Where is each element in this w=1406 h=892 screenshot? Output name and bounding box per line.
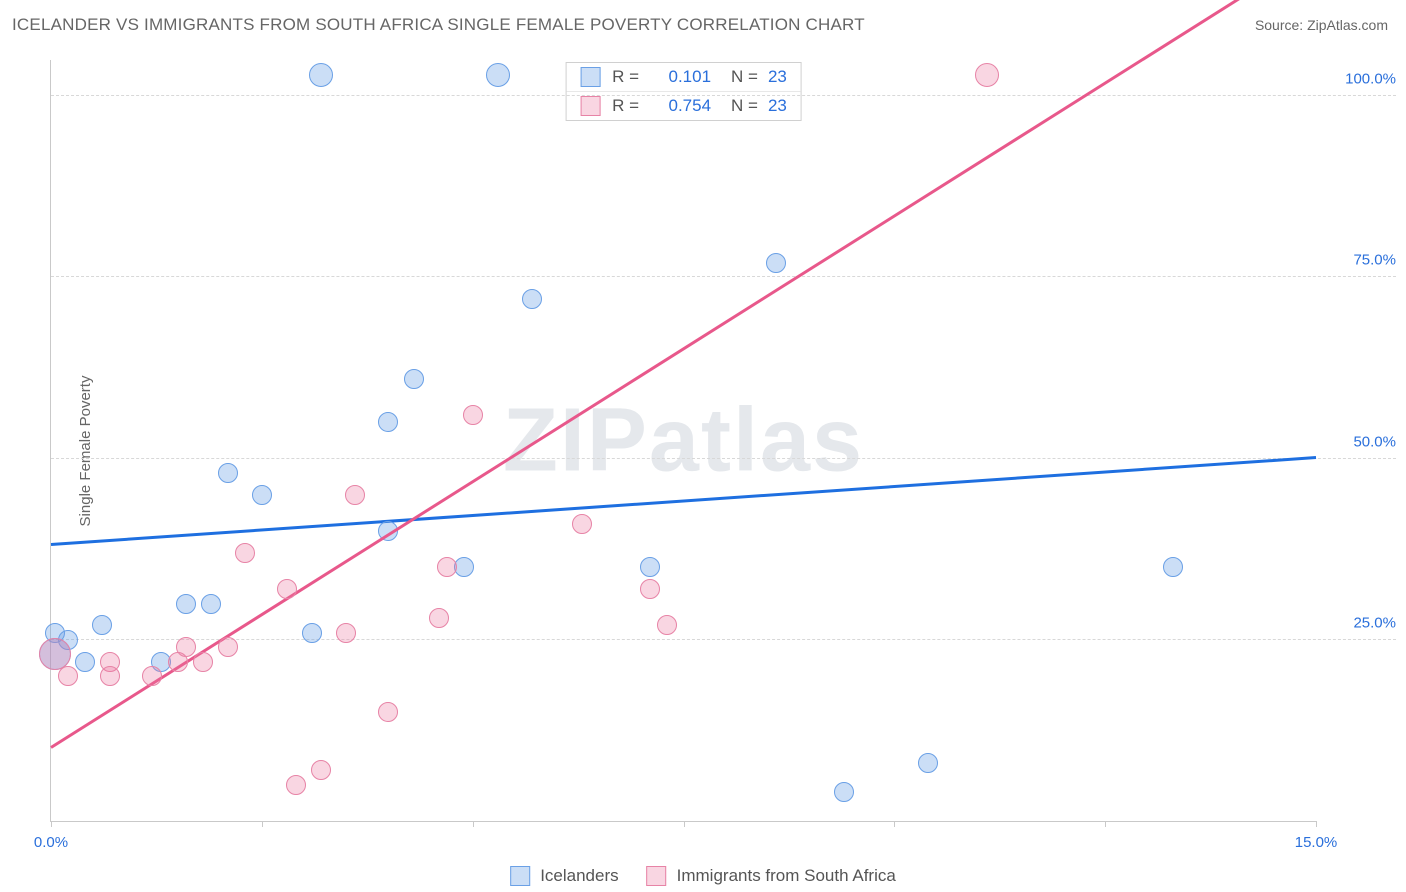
data-point — [918, 753, 938, 773]
legend-item: Icelanders — [510, 866, 618, 886]
legend-swatch — [647, 866, 667, 886]
correlation-legend: R = 0.101 N = 23 R = 0.754 N = 23 — [565, 62, 802, 121]
data-point — [286, 775, 306, 795]
legend-item: Immigrants from South Africa — [647, 866, 896, 886]
data-point — [252, 485, 272, 505]
gridline — [51, 639, 1396, 640]
data-point — [486, 63, 510, 87]
data-point — [572, 514, 592, 534]
gridline — [51, 276, 1396, 277]
legend-swatch — [580, 67, 600, 87]
data-point — [766, 253, 786, 273]
data-point — [657, 615, 677, 635]
data-point — [378, 702, 398, 722]
data-point — [218, 637, 238, 657]
data-point — [176, 637, 196, 657]
x-tick — [262, 821, 263, 827]
n-label: N = — [731, 96, 758, 116]
data-point — [336, 623, 356, 643]
data-point — [463, 405, 483, 425]
r-label: R = — [612, 67, 639, 87]
series-legend: Icelanders Immigrants from South Africa — [510, 866, 896, 886]
x-tick-label: 15.0% — [1295, 834, 1338, 851]
x-tick — [684, 821, 685, 827]
legend-label: Icelanders — [540, 866, 618, 886]
plot-region: ZIPatlas R =0.101N =23R =0.754N =23 25.0… — [50, 60, 1316, 822]
source-attribution: Source: ZipAtlas.com — [1255, 17, 1388, 33]
watermark: ZIPatlas — [503, 389, 864, 492]
data-point — [975, 63, 999, 87]
y-tick-label: 50.0% — [1326, 433, 1396, 450]
n-label: N = — [731, 67, 758, 87]
data-point — [309, 63, 333, 87]
data-point — [176, 594, 196, 614]
x-tick — [1105, 821, 1106, 827]
data-point — [100, 666, 120, 686]
r-value: 0.101 — [649, 67, 711, 87]
data-point — [142, 666, 162, 686]
data-point — [834, 782, 854, 802]
x-tick-label: 0.0% — [34, 834, 68, 851]
data-point — [201, 594, 221, 614]
data-point — [404, 369, 424, 389]
n-value: 23 — [768, 67, 787, 87]
n-value: 23 — [768, 96, 787, 116]
data-point — [378, 412, 398, 432]
data-point — [235, 543, 255, 563]
x-tick — [51, 821, 52, 827]
data-point — [640, 579, 660, 599]
data-point — [1163, 557, 1183, 577]
x-tick — [894, 821, 895, 827]
data-point — [302, 623, 322, 643]
data-point — [277, 579, 297, 599]
data-point — [311, 760, 331, 780]
gridline — [51, 458, 1396, 459]
data-point — [522, 289, 542, 309]
data-point — [75, 652, 95, 672]
legend-swatch — [580, 96, 600, 116]
r-label: R = — [612, 96, 639, 116]
y-tick-label: 75.0% — [1326, 252, 1396, 269]
data-point — [437, 557, 457, 577]
data-point — [218, 463, 238, 483]
x-tick — [473, 821, 474, 827]
data-point — [58, 666, 78, 686]
r-value: 0.754 — [649, 96, 711, 116]
legend-swatch — [510, 866, 530, 886]
x-tick — [1316, 821, 1317, 827]
chart-area: Single Female Poverty ZIPatlas R =0.101N… — [0, 50, 1406, 852]
trend-line — [51, 456, 1316, 546]
data-point — [193, 652, 213, 672]
legend-label: Immigrants from South Africa — [677, 866, 896, 886]
gridline — [51, 95, 1396, 96]
chart-title: ICELANDER VS IMMIGRANTS FROM SOUTH AFRIC… — [12, 15, 865, 35]
data-point — [345, 485, 365, 505]
y-tick-label: 100.0% — [1326, 71, 1396, 88]
data-point — [429, 608, 449, 628]
data-point — [640, 557, 660, 577]
data-point — [92, 615, 112, 635]
legend-stat-row: R = 0.101 N = 23 — [566, 63, 801, 91]
y-tick-label: 25.0% — [1326, 614, 1396, 631]
